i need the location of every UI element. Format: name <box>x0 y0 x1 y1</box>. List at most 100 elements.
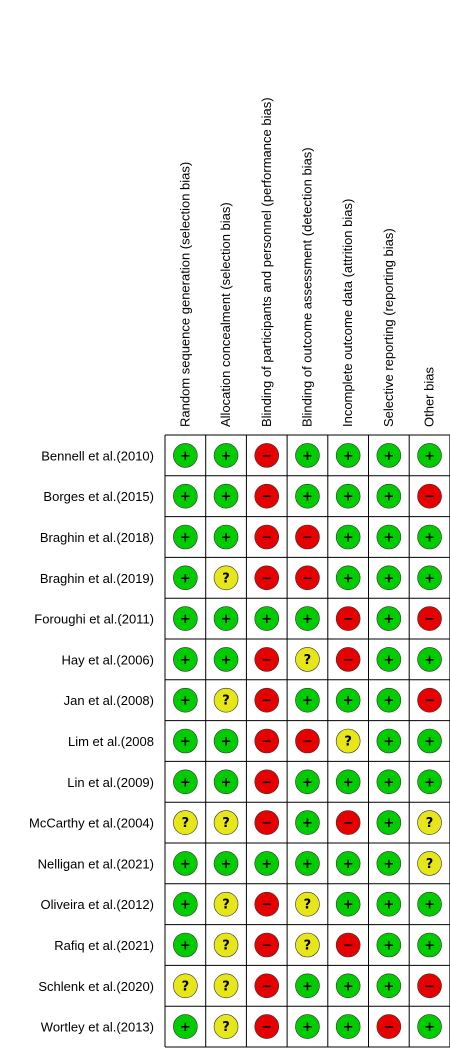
study-label: Rafiq et al.(2021) <box>54 938 154 953</box>
rating-symbol: − <box>424 490 435 505</box>
rating-low: + <box>376 565 402 591</box>
rating-unclear: ? <box>213 1014 239 1039</box>
rating-low: + <box>417 728 442 754</box>
rating-low: + <box>417 769 442 795</box>
rating-high: − <box>417 606 442 631</box>
rating-circle <box>376 973 402 999</box>
rating-symbol: + <box>302 1020 313 1035</box>
rating-high: − <box>254 973 280 999</box>
rating-high: − <box>254 891 280 917</box>
study-label: Braghin et al.(2018) <box>40 530 154 545</box>
study-label: Bennell et al.(2010) <box>41 448 154 463</box>
rating-symbol: − <box>261 531 272 546</box>
rating-symbol: + <box>383 735 394 750</box>
rating-low: + <box>295 851 320 876</box>
rating-symbol: ? <box>222 1020 230 1035</box>
rating-low: + <box>417 932 442 958</box>
rating-low: + <box>376 810 402 835</box>
rating-symbol: − <box>302 571 313 586</box>
rating-symbol: + <box>424 449 435 464</box>
rating-high: − <box>335 606 361 631</box>
rating-low: + <box>376 687 402 713</box>
column-label: Blinding of participants and personnel (… <box>259 97 274 427</box>
rating-symbol: + <box>180 571 191 586</box>
rating-low: + <box>213 443 239 468</box>
rating-symbol: ? <box>304 898 312 913</box>
rating-symbol: ? <box>182 816 190 831</box>
rating-circle <box>254 1014 280 1039</box>
rating-low: + <box>213 524 239 550</box>
rating-circle <box>213 565 239 591</box>
rating-circle <box>376 769 402 795</box>
rating-marks: + + − + + + + + + − + + + − + + − − + + + +? − − + + + + + + + − + − + + −? −… <box>173 443 442 1039</box>
rating-circle <box>295 1014 320 1039</box>
rating-circle <box>213 891 239 917</box>
rating-unclear: ? <box>173 810 198 835</box>
rating-symbol: + <box>261 612 272 627</box>
rating-circle <box>173 443 198 468</box>
rating-symbol: ? <box>222 571 230 586</box>
rating-low: + <box>173 851 198 876</box>
rating-circle <box>173 565 198 591</box>
rating-circle <box>254 483 280 509</box>
study-label: Lim et al.(2008 <box>68 734 154 749</box>
rating-low: + <box>376 728 402 754</box>
rating-high: − <box>254 932 280 958</box>
rating-symbol: + <box>302 612 313 627</box>
rating-low: + <box>376 769 402 795</box>
rating-circle <box>417 973 442 999</box>
rating-low: + <box>335 687 361 713</box>
rating-symbol: ? <box>222 979 230 994</box>
rating-high: − <box>254 483 280 509</box>
rating-high: − <box>254 1014 280 1039</box>
rating-circle <box>335 728 361 754</box>
rating-circle <box>213 483 239 509</box>
rating-symbol: + <box>383 857 394 872</box>
rating-symbol: + <box>424 735 435 750</box>
rating-low: + <box>376 932 402 958</box>
rating-circle <box>417 810 442 835</box>
rating-symbol: + <box>343 571 354 586</box>
study-label: Wortley et al.(2013) <box>41 1020 154 1035</box>
rating-circle <box>295 606 320 631</box>
rating-circle <box>295 647 320 672</box>
rating-circle <box>376 687 402 713</box>
rating-symbol: + <box>383 694 394 709</box>
rating-low: + <box>417 647 442 672</box>
rating-circle <box>376 565 402 591</box>
rating-low: + <box>213 606 239 631</box>
rating-symbol: + <box>383 612 394 627</box>
rating-circle <box>335 769 361 795</box>
rating-symbol: − <box>424 612 435 627</box>
rating-low: + <box>335 443 361 468</box>
row-labels: Bennell et al.(2010) Borges et al.(2015) B… <box>29 448 154 1034</box>
rating-circle <box>376 1014 402 1039</box>
rating-unclear: ? <box>213 932 239 958</box>
rating-circle <box>254 687 280 713</box>
rating-symbol: − <box>261 1020 272 1035</box>
rating-high: − <box>417 973 442 999</box>
rating-circle <box>254 728 280 754</box>
rating-symbol: + <box>424 653 435 668</box>
rating-circle <box>376 443 402 468</box>
rating-symbol: − <box>261 449 272 464</box>
rating-low: + <box>295 606 320 631</box>
rating-high: − <box>295 565 320 591</box>
rating-circle <box>376 524 402 550</box>
rating-symbol: − <box>261 735 272 750</box>
rating-symbol: + <box>383 816 394 831</box>
rating-circle <box>417 565 442 591</box>
study-label: Schlenk et al.(2020) <box>38 979 154 994</box>
rating-symbol: − <box>424 979 435 994</box>
rating-unclear: ? <box>213 973 239 999</box>
rating-high: − <box>335 932 361 958</box>
rating-low: + <box>417 443 442 468</box>
rating-symbol: + <box>383 939 394 954</box>
rating-circle <box>417 647 442 672</box>
rating-circle <box>295 687 320 713</box>
rating-symbol: + <box>343 775 354 790</box>
rating-low: + <box>295 973 320 999</box>
rating-low: + <box>376 891 402 917</box>
rating-circle <box>173 728 198 754</box>
rating-circle <box>335 973 361 999</box>
